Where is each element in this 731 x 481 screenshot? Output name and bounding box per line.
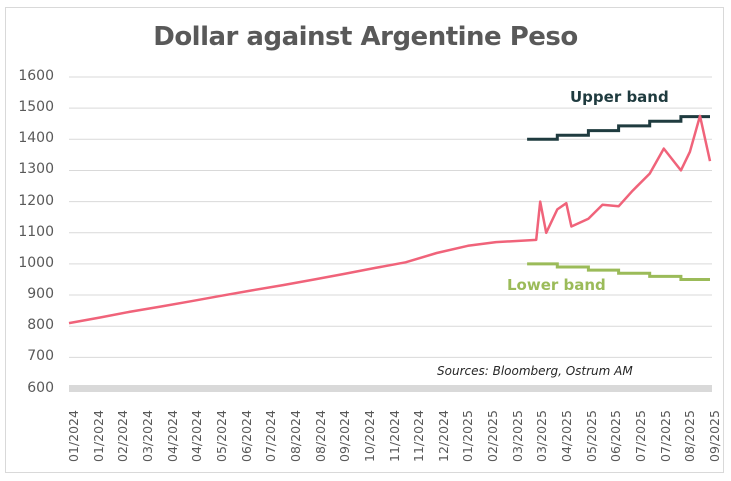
lower-band-label: Lower band — [507, 276, 606, 294]
y-tick-label: 1400 — [18, 130, 54, 147]
y-tick-label: 1000 — [18, 254, 54, 271]
y-tick-label: 1200 — [18, 192, 54, 209]
source-note: Sources: Bloomberg, Ostrum AM — [437, 364, 633, 378]
chart-frame — [5, 7, 724, 473]
y-tick-label: 800 — [27, 317, 54, 334]
x-axis-band — [69, 385, 712, 392]
peso-line — [68, 114, 712, 325]
y-tick-label: 1100 — [18, 223, 54, 240]
gridlines — [69, 76, 712, 358]
y-tick-label: 900 — [27, 286, 54, 303]
y-tick-label: 1500 — [18, 99, 54, 116]
chart-title: Dollar against Argentine Peso — [153, 22, 578, 52]
y-tick-label: 700 — [27, 348, 54, 365]
lower-band-line — [527, 262, 710, 281]
y-tick-label: 1600 — [18, 68, 54, 84]
upper-band-label: Upper band — [570, 88, 669, 106]
y-tick-label: 1300 — [18, 161, 54, 178]
y-tick-label: 600 — [27, 379, 54, 396]
upper-band-line — [527, 115, 710, 141]
